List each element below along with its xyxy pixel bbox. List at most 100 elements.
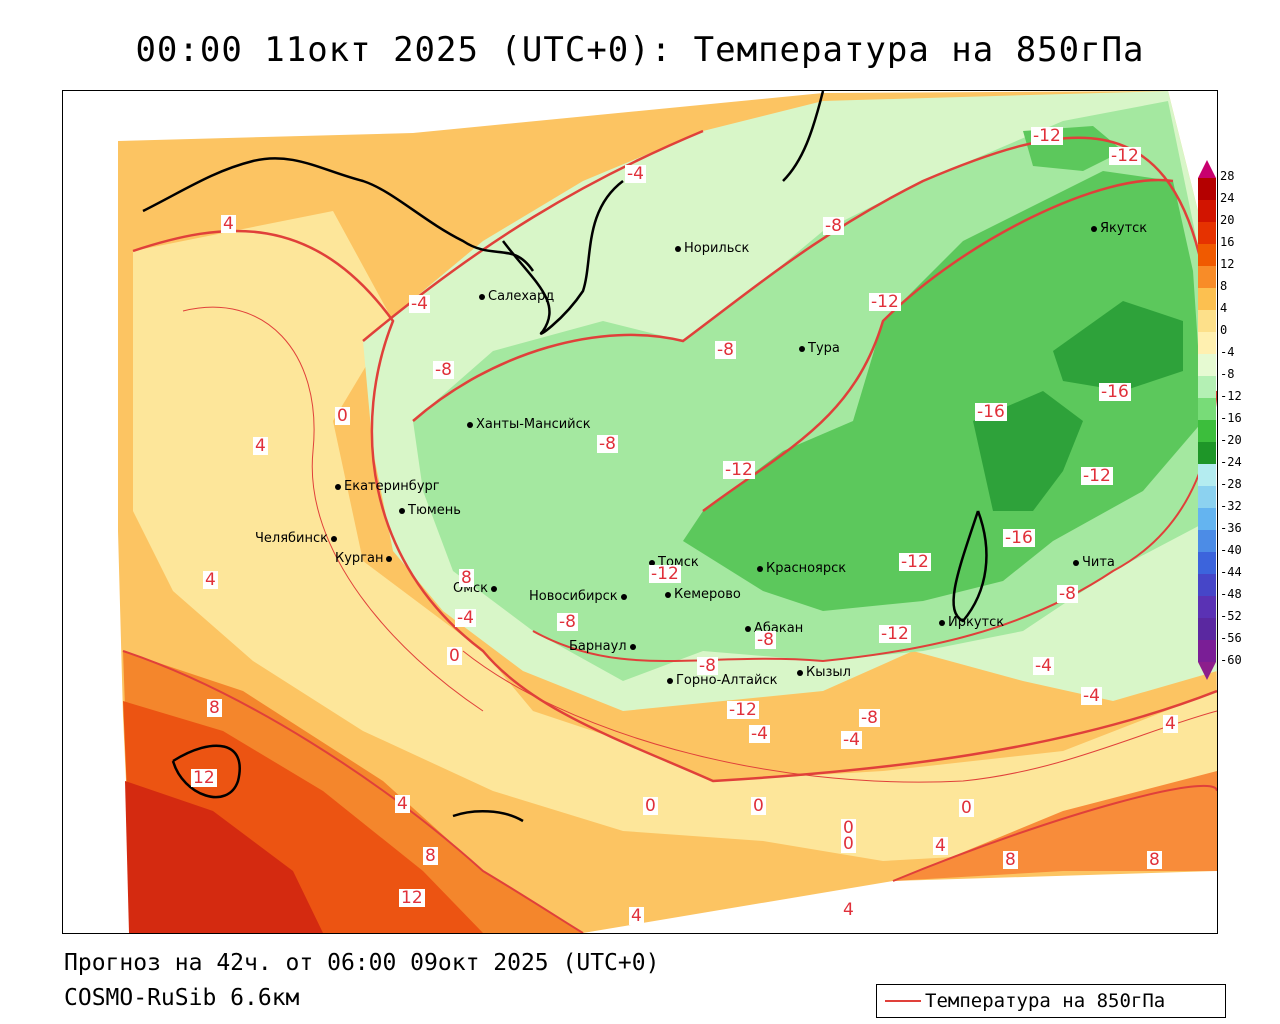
- colorbar-segment: [1198, 266, 1216, 288]
- city-novosibirsk: Новосибирск: [529, 589, 630, 604]
- contour-label: -4: [1081, 686, 1102, 706]
- contour-label: 4: [1163, 714, 1178, 734]
- city-norilsk: Норильск: [675, 241, 749, 256]
- city-chita: Чита: [1073, 555, 1115, 570]
- colorbar-segment: [1198, 486, 1216, 508]
- city-kyzyl: Кызыл: [797, 665, 851, 680]
- contour-label: -8: [823, 216, 844, 236]
- colorbar-tick: 20: [1220, 213, 1235, 227]
- contour-label: -8: [597, 434, 618, 454]
- colorbar-tick: -8: [1220, 367, 1235, 381]
- zone-hottest: [125, 781, 323, 933]
- contour-label: 8: [1147, 850, 1162, 870]
- contour-label: -16: [1099, 382, 1131, 402]
- colorbar-tick: -56: [1220, 631, 1242, 645]
- colorbar-tick: -40: [1220, 543, 1242, 557]
- contour-label: 0: [335, 406, 350, 426]
- legend-box: Температура на 850гПа: [876, 984, 1226, 1018]
- contour-label: -8: [433, 360, 454, 380]
- contour-label: 0: [447, 646, 462, 666]
- colorbar-tick: -12: [1220, 389, 1242, 403]
- colorbar-tick: -16: [1220, 411, 1242, 425]
- contour-label: -12: [723, 460, 755, 480]
- contour-label: 0: [959, 798, 974, 818]
- contour-label: 4: [221, 214, 236, 234]
- contour-label: -12: [1031, 126, 1063, 146]
- contour-label: 8: [423, 846, 438, 866]
- contour-label: -4: [409, 294, 430, 314]
- city-gorno-altaysk: Горно-Алтайск: [667, 673, 777, 688]
- zone-minus12: [683, 171, 1203, 611]
- city-krasnoyarsk: Красноярск: [757, 561, 846, 576]
- colorbar-tick: -24: [1220, 455, 1242, 469]
- colorbar-tick: 0: [1220, 323, 1228, 337]
- contour-label: 4: [629, 906, 644, 926]
- contour-label: -12: [649, 564, 681, 584]
- colorbar-tick: -48: [1220, 587, 1242, 601]
- colorbar-segment: [1198, 244, 1216, 266]
- colorbar-tick: -28: [1220, 477, 1242, 491]
- contour-label: 12: [191, 768, 217, 788]
- colorbar-segment: [1198, 552, 1216, 574]
- contour-label: -8: [715, 340, 736, 360]
- contour-label: -4: [455, 608, 476, 628]
- colorbar-tick: -20: [1220, 433, 1242, 447]
- colorbar-segment: [1198, 178, 1216, 200]
- coastlines: [142, 91, 988, 823]
- colorbar-segment: [1198, 332, 1216, 354]
- contour-label: -12: [1109, 146, 1141, 166]
- contour-label: 8: [459, 568, 474, 588]
- contour-label: -8: [697, 656, 718, 676]
- city-yakutsk: Якутск: [1091, 221, 1147, 236]
- contour-label: -4: [749, 724, 770, 744]
- contour-label: 0: [751, 796, 766, 816]
- city-chelyabinsk: Челябинск: [255, 531, 340, 546]
- colorbar-segment: [1198, 398, 1216, 420]
- contour-label: 4: [395, 794, 410, 814]
- colorbar-segment: [1198, 376, 1216, 398]
- contour-label: -16: [1003, 528, 1035, 548]
- contour-label: 0: [643, 796, 658, 816]
- contour-label: -12: [899, 552, 931, 572]
- colorbar-tick: 24: [1220, 191, 1235, 205]
- contour-label: -12: [879, 624, 911, 644]
- contour-label: -12: [1081, 466, 1113, 486]
- contour-label: 0: [841, 834, 856, 854]
- city-irkutsk: Иркутск: [939, 615, 1004, 630]
- colorbar-segment: [1198, 464, 1216, 486]
- contour-label: 4: [203, 570, 218, 590]
- city-kurgan: Курган: [335, 551, 395, 566]
- colorbar-tick: 12: [1220, 257, 1235, 271]
- colorbar-segment: [1198, 508, 1216, 530]
- contour-label: -8: [1057, 584, 1078, 604]
- zone-minus16-b: [1053, 301, 1183, 391]
- contour-label: -4: [1033, 656, 1054, 676]
- colorbar-segment: [1198, 354, 1216, 376]
- city-tura: Тура: [799, 341, 840, 356]
- model-info: COSMO-RuSib 6.6км: [64, 985, 300, 1011]
- contour-label: -4: [841, 730, 862, 750]
- colorbar-top-arrow: [1198, 160, 1216, 178]
- colorbar-tick: -36: [1220, 521, 1242, 535]
- contour-label: -8: [557, 612, 578, 632]
- colorbar-segment: [1198, 200, 1216, 222]
- map-title: 00:00 11окт 2025 (UTC+0): Температура на…: [135, 30, 1145, 70]
- colorbar-tick: -44: [1220, 565, 1242, 579]
- colorbar-segment: [1198, 288, 1216, 310]
- colorbar-segment: [1198, 618, 1216, 640]
- colorbar-segment: [1198, 222, 1216, 244]
- colorbar-tick: -4: [1220, 345, 1235, 359]
- contour-label: -16: [975, 402, 1007, 422]
- colorbar-segment: [1198, 310, 1216, 332]
- legend-line-swatch: [885, 1000, 921, 1002]
- colorbar-segment: [1198, 420, 1216, 442]
- colorbar-tick: -60: [1220, 653, 1242, 667]
- contour-label: 8: [1003, 850, 1018, 870]
- contour-label: 0: [841, 818, 856, 838]
- temperature-map: Норильск Салехард Тура Якутск Ханты-Манс…: [62, 90, 1218, 934]
- forecast-info: Прогноз на 42ч. от 06:00 09окт 2025 (UTC…: [64, 950, 660, 976]
- colorbar-bottom-arrow: [1198, 662, 1216, 680]
- zone-lightwarm: [133, 211, 1217, 861]
- city-khanty-mansiysk: Ханты-Мансийск: [467, 417, 591, 432]
- colorbar-tick: 28: [1220, 169, 1235, 183]
